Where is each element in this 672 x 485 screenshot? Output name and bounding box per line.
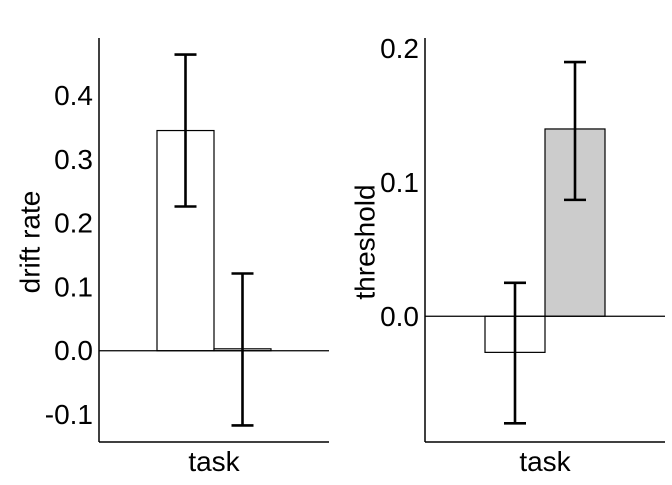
panel-1-y-tick-label: 0.3: [54, 144, 93, 175]
panel-2-y-tick-label: 0.2: [380, 33, 419, 64]
panel-1-y-tick-label: 0.0: [54, 335, 93, 366]
panel-2-y-axis-title: threshold: [350, 184, 381, 299]
panel-1-y-tick-label: -0.1: [45, 399, 93, 430]
panel-1-y-tick-label: 0.4: [54, 80, 93, 111]
panel-1-y-axis-title: drift rate: [15, 191, 46, 294]
panel-2-x-axis-title: task: [519, 446, 571, 477]
panel-1-y-tick-label: 0.1: [54, 271, 93, 302]
panel-1-x-axis-title: task: [188, 446, 240, 477]
panel-2-y-tick-label: 0.0: [380, 301, 419, 332]
panel-1-y-tick-label: 0.2: [54, 208, 93, 239]
panel-2-y-tick-label: 0.1: [380, 167, 419, 198]
